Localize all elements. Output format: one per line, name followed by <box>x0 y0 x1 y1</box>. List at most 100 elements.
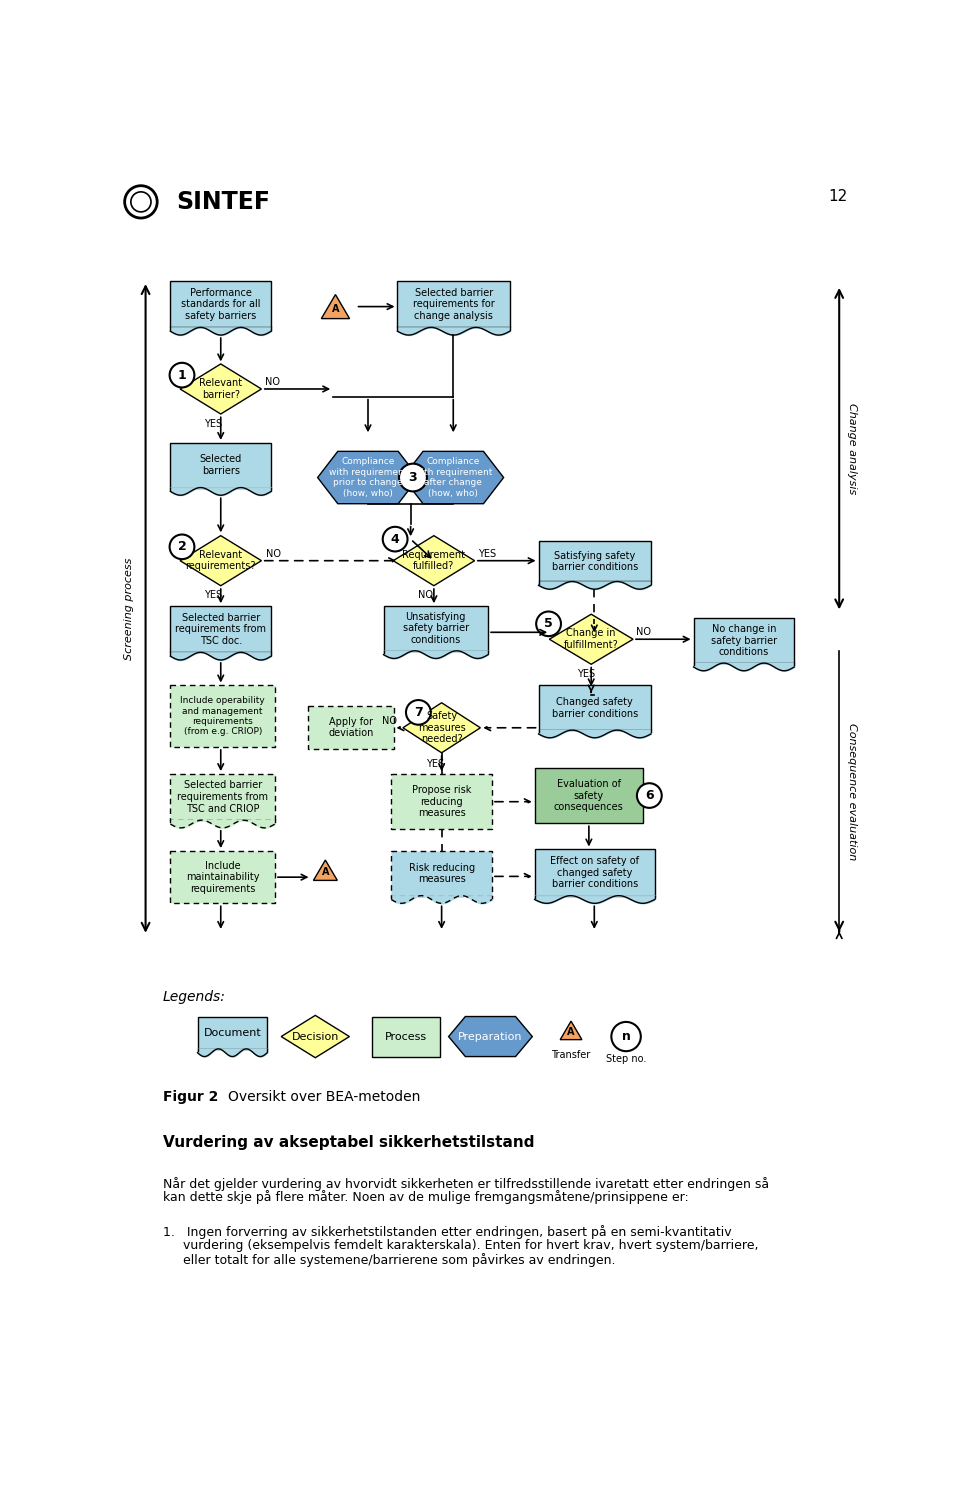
Text: NO: NO <box>419 590 433 601</box>
Polygon shape <box>180 364 261 413</box>
Text: NO: NO <box>382 715 397 726</box>
FancyBboxPatch shape <box>693 619 794 662</box>
FancyBboxPatch shape <box>535 850 655 896</box>
Polygon shape <box>448 1017 532 1056</box>
FancyBboxPatch shape <box>170 281 271 327</box>
Circle shape <box>170 534 194 560</box>
FancyBboxPatch shape <box>539 685 651 730</box>
Text: NO: NO <box>265 377 280 386</box>
Text: A: A <box>332 303 339 314</box>
Text: YES: YES <box>204 590 222 601</box>
Text: YES: YES <box>577 668 595 679</box>
Polygon shape <box>180 536 261 585</box>
Polygon shape <box>403 451 504 504</box>
Text: Selected barrier
requirements from
TSC and CRIOP: Selected barrier requirements from TSC a… <box>178 780 268 813</box>
Text: kan dette skje på flere måter. Noen av de mulige fremgangsmåtene/prinsippene er:: kan dette skje på flere måter. Noen av d… <box>162 1191 688 1204</box>
Text: Compliance
with requirement
prior to change
(how, who): Compliance with requirement prior to cha… <box>329 457 407 498</box>
Text: Risk reducing
measures: Risk reducing measures <box>409 863 474 884</box>
FancyBboxPatch shape <box>170 442 271 487</box>
FancyBboxPatch shape <box>397 281 510 327</box>
FancyBboxPatch shape <box>170 607 271 652</box>
Text: 12: 12 <box>828 189 848 204</box>
Text: eller totalt for alle systemene/barrierene som påvirkes av endringen.: eller totalt for alle systemene/barriere… <box>162 1252 615 1268</box>
Text: Vurdering av akseptabel sikkerhetstilstand: Vurdering av akseptabel sikkerhetstilsta… <box>162 1135 534 1150</box>
Text: 7: 7 <box>414 706 422 718</box>
Text: Include operability
and management
requirements
(from e.g. CRIOP): Include operability and management requi… <box>180 696 265 736</box>
Text: Selected barrier
requirements for
change analysis: Selected barrier requirements for change… <box>413 288 494 321</box>
Text: Effect on safety of
changed safety
barrier conditions: Effect on safety of changed safety barri… <box>550 856 639 889</box>
Polygon shape <box>394 536 474 585</box>
Text: Process: Process <box>385 1032 427 1041</box>
FancyBboxPatch shape <box>392 851 492 896</box>
FancyBboxPatch shape <box>170 851 275 904</box>
FancyBboxPatch shape <box>198 1017 267 1049</box>
Text: 1: 1 <box>178 368 186 382</box>
Text: 3: 3 <box>409 471 418 484</box>
Text: NO: NO <box>266 549 280 558</box>
Polygon shape <box>561 1022 582 1040</box>
Text: SINTEF: SINTEF <box>176 190 270 214</box>
FancyBboxPatch shape <box>383 607 488 650</box>
Text: Relevant
requirements?: Relevant requirements? <box>185 549 256 572</box>
FancyBboxPatch shape <box>170 774 275 821</box>
Text: Selected barrier
requirements from
TSC doc.: Selected barrier requirements from TSC d… <box>176 613 266 646</box>
Text: Screening process: Screening process <box>124 557 134 659</box>
Polygon shape <box>318 451 419 504</box>
Circle shape <box>537 611 561 637</box>
Text: 5: 5 <box>544 617 553 631</box>
FancyBboxPatch shape <box>539 542 651 581</box>
Text: YES: YES <box>478 549 496 558</box>
Text: Når det gjelder vurdering av hvorvidt sikkerheten er tilfredsstillende ivaretatt: Når det gjelder vurdering av hvorvidt si… <box>162 1177 769 1191</box>
Text: No change in
safety barrier
conditions: No change in safety barrier conditions <box>710 625 777 658</box>
Text: 1.   Ingen forverring av sikkerhetstilstanden etter endringen, basert på en semi: 1. Ingen forverring av sikkerhetstilstan… <box>162 1225 732 1239</box>
Text: 6: 6 <box>645 789 654 803</box>
Text: Requirement
fulfilled?: Requirement fulfilled? <box>402 549 466 572</box>
Text: Legends:: Legends: <box>162 990 226 1005</box>
Text: Transfer: Transfer <box>551 1050 590 1059</box>
Text: Include
maintainability
requirements: Include maintainability requirements <box>186 860 259 893</box>
Text: Consequence evaluation: Consequence evaluation <box>847 723 856 860</box>
Text: Oversikt over BEA-metoden: Oversikt over BEA-metoden <box>228 1091 420 1105</box>
FancyBboxPatch shape <box>535 768 643 824</box>
Text: Evaluation of
safety
consequences: Evaluation of safety consequences <box>554 779 624 812</box>
Text: Safety
measures
needed?: Safety measures needed? <box>418 711 466 744</box>
Polygon shape <box>549 614 633 664</box>
Polygon shape <box>322 294 349 318</box>
FancyBboxPatch shape <box>308 706 394 748</box>
Text: Compliance
with requirement
after change
(how, who): Compliance with requirement after change… <box>414 457 492 498</box>
Text: Relevant
barrier?: Relevant barrier? <box>199 379 242 400</box>
Circle shape <box>636 783 661 807</box>
Polygon shape <box>403 703 480 753</box>
Text: YES: YES <box>426 759 444 770</box>
Text: YES: YES <box>204 418 222 429</box>
Text: Preparation: Preparation <box>458 1032 522 1041</box>
Circle shape <box>612 1022 641 1052</box>
Text: Propose risk
reducing
measures: Propose risk reducing measures <box>412 785 471 818</box>
FancyBboxPatch shape <box>170 685 275 747</box>
Text: Performance
standards for all
safety barriers: Performance standards for all safety bar… <box>181 288 260 321</box>
Text: Satisfying safety
barrier conditions: Satisfying safety barrier conditions <box>552 551 637 572</box>
Circle shape <box>125 186 157 217</box>
Text: NO: NO <box>636 628 651 637</box>
Text: Changed safety
barrier conditions: Changed safety barrier conditions <box>552 697 637 718</box>
Circle shape <box>383 527 408 551</box>
Circle shape <box>131 192 151 211</box>
Polygon shape <box>281 1016 349 1058</box>
Text: Unsatisfying
safety barrier
conditions: Unsatisfying safety barrier conditions <box>403 611 468 644</box>
FancyBboxPatch shape <box>372 1017 440 1056</box>
Text: vurdering (eksempelvis femdelt karakterskala). Enten for hvert krav, hvert syste: vurdering (eksempelvis femdelt karakters… <box>162 1239 758 1252</box>
Text: Decision: Decision <box>292 1032 339 1041</box>
Text: Selected
barriers: Selected barriers <box>200 454 242 475</box>
Circle shape <box>170 362 194 388</box>
Text: Apply for
deviation: Apply for deviation <box>328 717 373 738</box>
Text: Step no.: Step no. <box>606 1053 646 1064</box>
Circle shape <box>406 700 431 724</box>
Text: 2: 2 <box>178 540 186 554</box>
Text: Document: Document <box>204 1028 261 1038</box>
Text: 4: 4 <box>391 533 399 546</box>
Text: Change analysis: Change analysis <box>847 403 856 495</box>
Text: A: A <box>322 868 329 877</box>
Text: n: n <box>622 1031 631 1043</box>
Polygon shape <box>313 860 337 880</box>
Text: A: A <box>567 1028 575 1037</box>
